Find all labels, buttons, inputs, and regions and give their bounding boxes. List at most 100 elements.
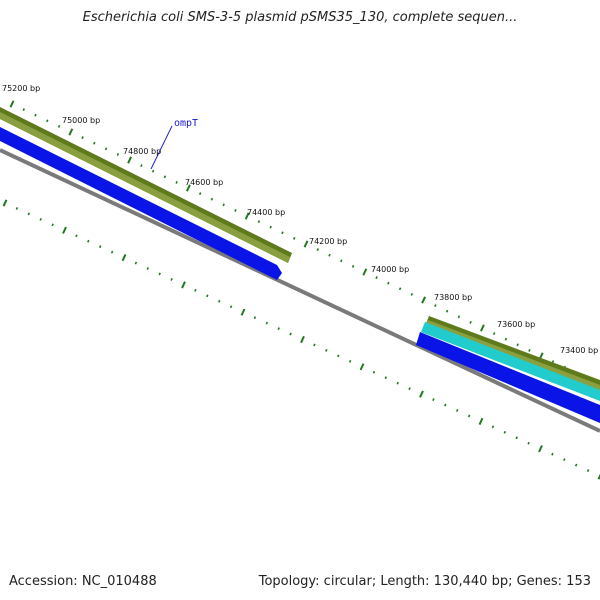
minor-tick: [222, 203, 225, 207]
minor-tick: [432, 398, 435, 401]
tick-label-75000: 75000 bp: [62, 116, 100, 125]
minor-tick: [146, 267, 150, 270]
tick-label-73400: 73400 bp: [560, 346, 598, 355]
tick-label-74600: 74600 bp: [185, 178, 223, 187]
major-tick: [244, 212, 250, 220]
minor-tick: [574, 463, 578, 467]
minor-tick: [194, 288, 197, 292]
minor-tick: [217, 299, 221, 303]
tick-label-74400: 74400 bp: [247, 208, 285, 217]
minor-tick: [410, 292, 414, 296]
blue-feature-right[interactable]: [416, 332, 600, 423]
inner-tick-row: [2, 199, 600, 480]
major-tick: [185, 184, 191, 192]
minor-tick: [257, 220, 261, 224]
feature-track-right: [416, 316, 600, 423]
tick-label-75200: 75200 bp: [2, 84, 40, 93]
major-tick: [127, 156, 133, 164]
minor-tick: [229, 305, 233, 309]
minor-tick: [269, 225, 272, 229]
minor-tick: [527, 441, 530, 445]
minor-tick: [586, 469, 590, 472]
map-title: Escherichia coli SMS-3-5 plasmid pSMS35_…: [82, 10, 518, 25]
accession-label: Accession: NC_010488: [9, 574, 157, 589]
ompT-gene-arrow[interactable]: [0, 127, 282, 280]
minor-tick: [375, 276, 378, 280]
minor-tick: [151, 169, 155, 173]
minor-tick: [75, 234, 78, 238]
cyan-feature-right[interactable]: [421, 322, 600, 401]
minor-tick: [281, 231, 284, 235]
minor-tick: [170, 278, 173, 281]
minor-tick: [265, 321, 269, 325]
minor-tick: [563, 458, 566, 462]
minor-tick: [408, 387, 411, 391]
minor-tick: [384, 376, 388, 380]
minor-tick: [316, 248, 319, 252]
major-tick: [362, 268, 368, 276]
minor-tick: [277, 327, 280, 331]
minor-tick: [551, 452, 554, 456]
minor-tick: [516, 343, 519, 347]
minor-tick: [515, 436, 518, 440]
gene-label-ompT[interactable]: ompT: [174, 118, 198, 129]
major-tick: [478, 417, 484, 425]
minor-tick: [325, 348, 328, 352]
tick-label-73600: 73600 bp: [497, 320, 535, 329]
outer-tick-row: [9, 100, 600, 388]
minor-tick: [158, 272, 161, 276]
minor-tick: [210, 197, 214, 201]
minor-tick: [313, 343, 316, 347]
minor-tick: [110, 250, 114, 254]
minor-tick: [444, 403, 447, 407]
minor-tick: [469, 320, 472, 324]
minor-tick: [445, 309, 449, 313]
major-tick: [421, 296, 427, 304]
minor-tick: [348, 359, 352, 363]
tick-label-73800: 73800 bp: [434, 293, 472, 302]
minor-tick: [134, 261, 138, 265]
minor-tick: [434, 304, 437, 308]
minor-tick: [504, 337, 508, 341]
minor-tick: [98, 245, 102, 249]
minor-tick: [234, 208, 237, 212]
minor-tick: [253, 316, 257, 320]
minor-tick: [81, 136, 84, 140]
major-tick: [240, 308, 246, 316]
minor-tick: [39, 217, 42, 221]
major-tick: [2, 199, 8, 207]
sequence-backbone: [0, 148, 600, 433]
major-tick: [9, 100, 15, 108]
minor-tick: [289, 332, 292, 336]
minor-tick: [22, 108, 25, 112]
minor-tick: [396, 381, 399, 385]
tick-label-74800: 74800 bp: [123, 147, 161, 156]
major-tick: [359, 363, 365, 371]
minor-tick: [104, 147, 108, 151]
minor-tick: [340, 259, 343, 263]
major-tick: [62, 226, 67, 234]
minor-tick: [27, 212, 31, 216]
major-tick: [121, 254, 127, 262]
tick-label-74200: 74200 bp: [309, 237, 347, 246]
minor-tick: [15, 207, 19, 210]
major-tick: [300, 335, 305, 344]
minor-tick: [206, 294, 209, 298]
minor-tick: [87, 239, 90, 243]
major-tick: [303, 240, 309, 248]
major-tick: [538, 445, 543, 453]
tick-label-74000: 74000 bp: [371, 265, 409, 274]
minor-tick: [46, 119, 49, 123]
olive-feature-left-inner: [0, 112, 290, 263]
minor-tick: [457, 315, 461, 319]
tick-labels: 75200 bp 75000 bp 74800 bp 74600 bp 7440…: [2, 84, 598, 355]
minor-tick: [140, 164, 143, 168]
major-tick: [68, 128, 74, 136]
minor-tick: [491, 425, 495, 429]
major-tick: [419, 390, 424, 398]
minor-tick: [336, 354, 340, 358]
minor-tick: [492, 332, 496, 336]
minor-tick: [293, 236, 296, 240]
minor-tick: [528, 348, 531, 352]
